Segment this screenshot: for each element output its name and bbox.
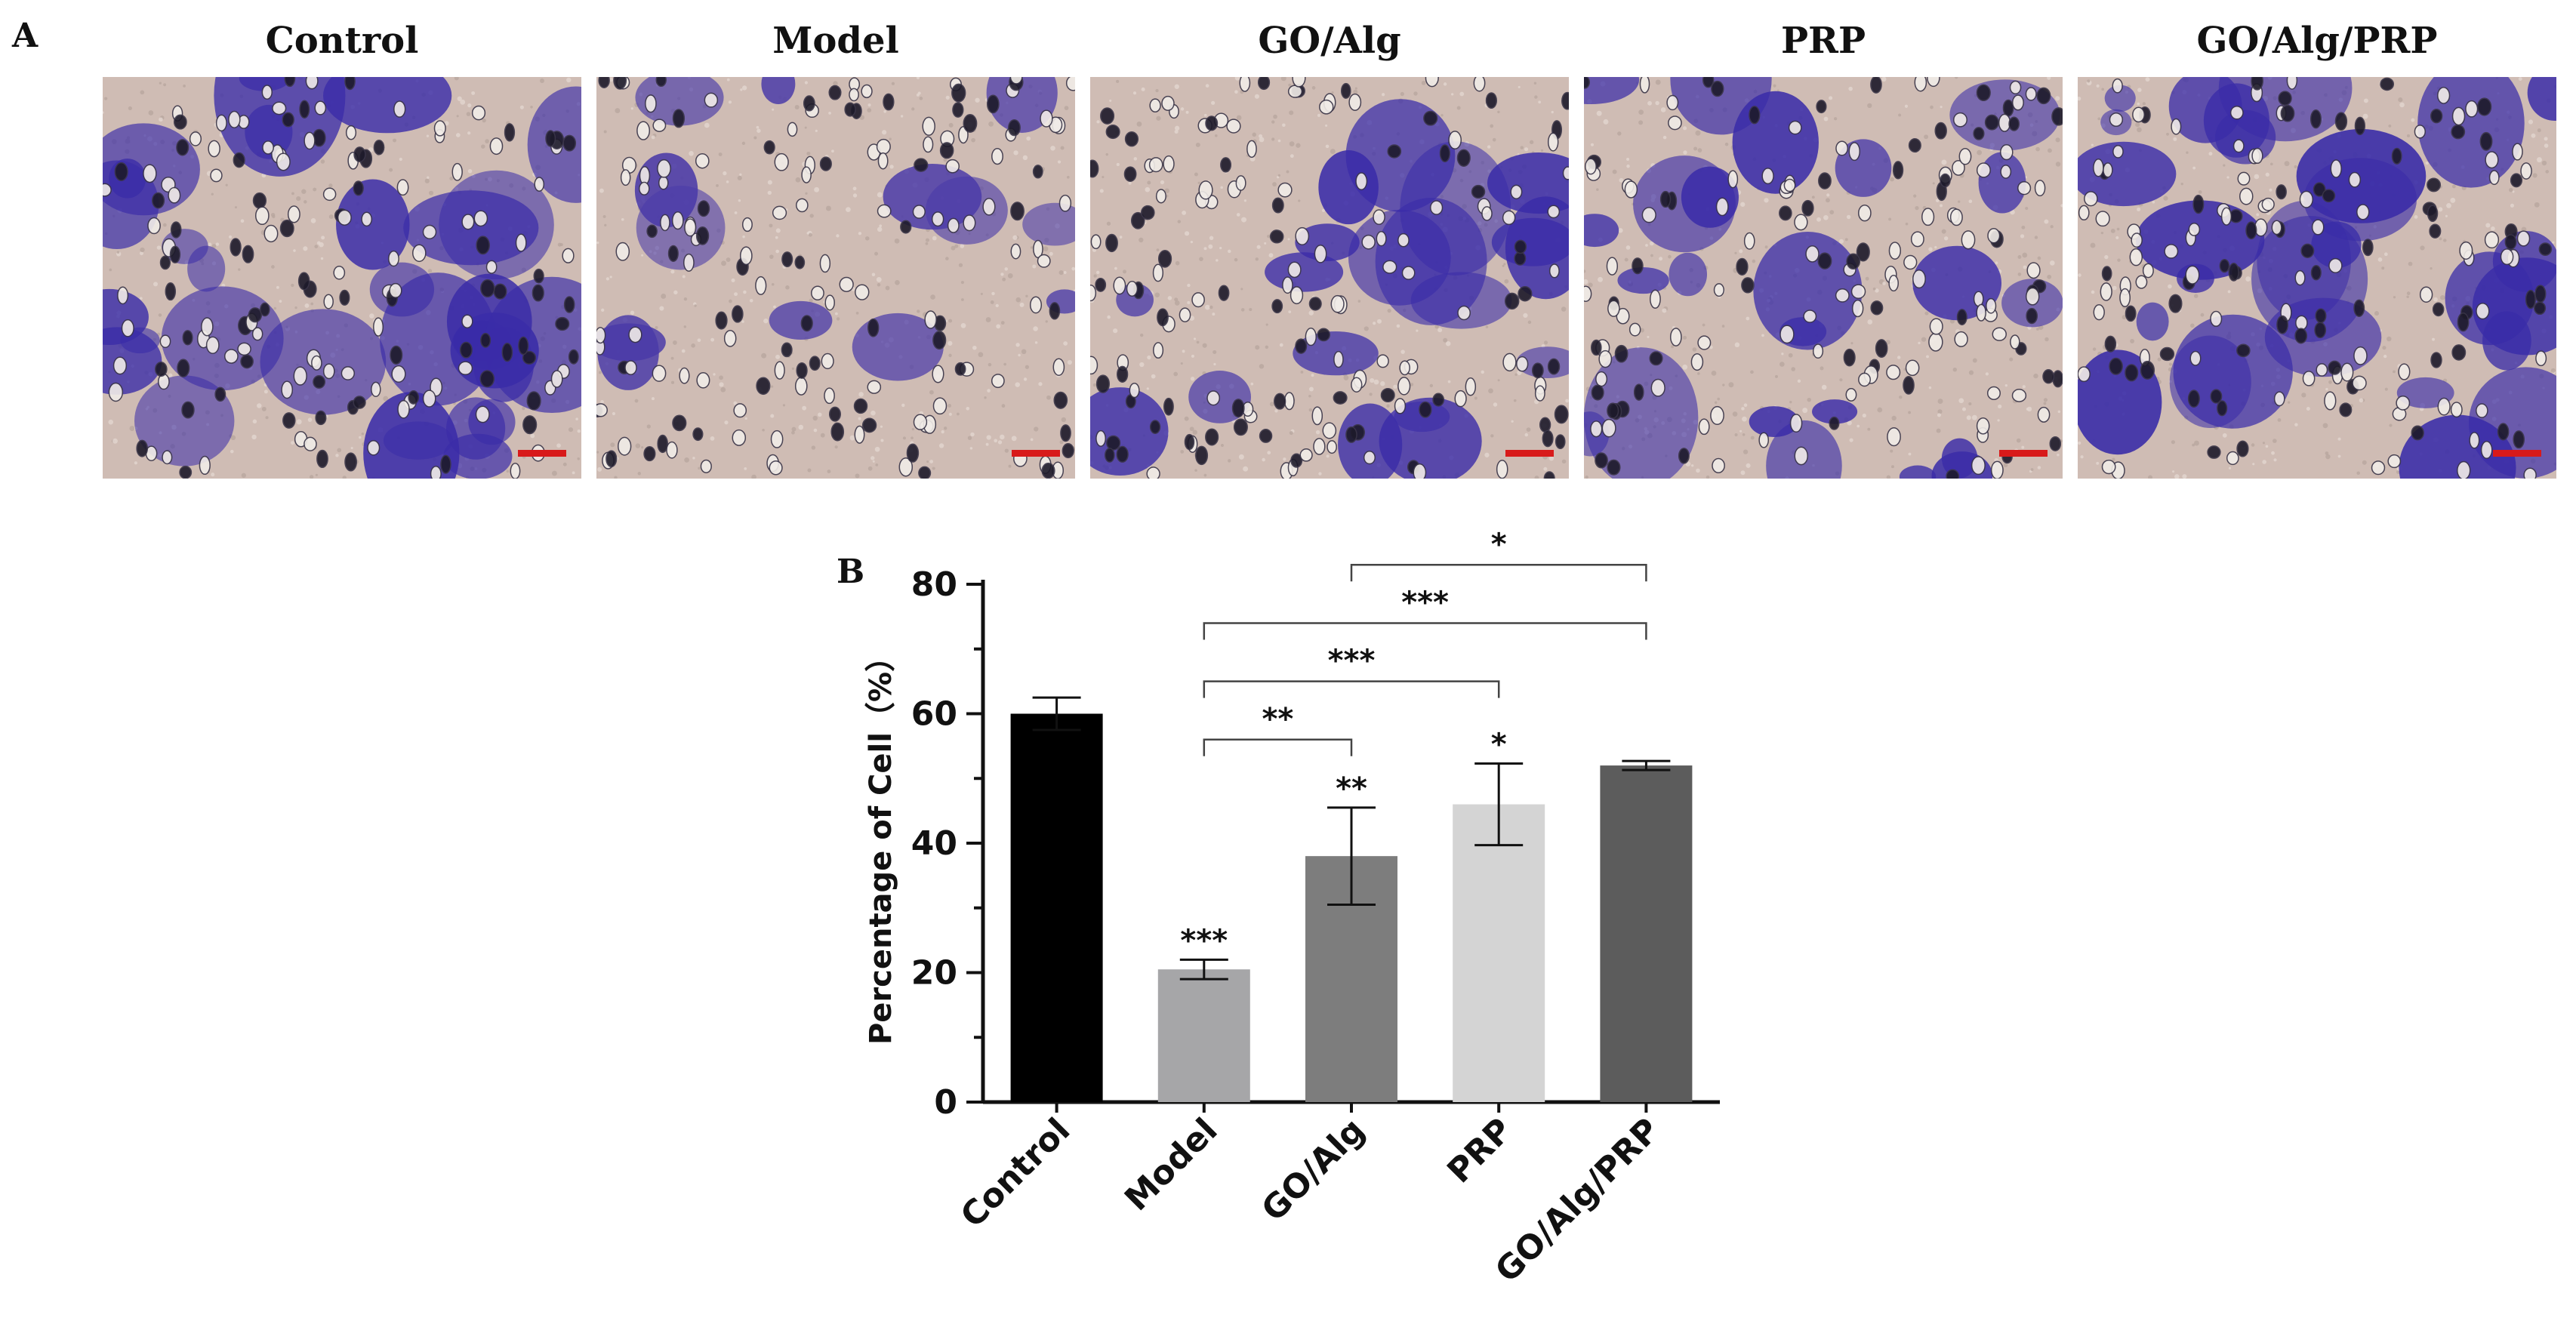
bar-significance-label: *	[1491, 728, 1507, 762]
micrograph-image	[2078, 77, 2556, 479]
bar	[1453, 804, 1545, 1102]
bar-chart: 0 20 40 60 80 Percentage of Cell（%） Control ***…	[830, 513, 1812, 1324]
comparison-bracket	[1203, 738, 1353, 756]
y-tick-label: 0	[934, 1083, 957, 1122]
panel-a-letter: A	[12, 17, 39, 55]
comparison-significance-label: **	[1262, 702, 1293, 737]
micrograph-row: Control Model GO/Alg PRP GO/Alg/PRP	[103, 20, 2556, 482]
x-tick-label: Control	[954, 1111, 1078, 1236]
panel-b-letter: B	[837, 553, 865, 591]
error-bar	[1327, 806, 1376, 906]
comparison-significance-label: ***	[1328, 644, 1376, 679]
y-axis-label: Percentage of Cell（%）	[864, 642, 898, 1045]
bar	[1157, 969, 1250, 1102]
micrograph-title: PRP	[1780, 20, 1866, 62]
bar-significance-label: ***	[1180, 923, 1228, 958]
y-tick-label: 20	[911, 954, 957, 993]
comparison-significance-label: ***	[1401, 585, 1449, 620]
error-bar	[1474, 762, 1524, 847]
micrograph-title: Model	[772, 20, 899, 62]
x-tick-label: PRP	[1440, 1111, 1520, 1191]
error-bar	[1622, 759, 1671, 771]
micrograph-control: Control	[103, 20, 581, 482]
comparison-bracket	[1350, 564, 1647, 582]
micrograph-image	[1584, 77, 2063, 479]
y-tick-label: 60	[911, 695, 957, 734]
error-bar	[1179, 958, 1228, 981]
bar-significance-label: **	[1336, 771, 1367, 806]
micrograph-title: GO/Alg/PRP	[2196, 20, 2438, 62]
x-tick-label: GO/Alg	[1254, 1111, 1372, 1229]
x-tick-label: Model	[1117, 1111, 1225, 1218]
micrograph-go-alg: GO/Alg	[1090, 20, 1569, 482]
bar	[1010, 713, 1103, 1102]
error-bar	[1032, 696, 1081, 731]
micrograph-prp: PRP	[1584, 20, 2063, 482]
comparison-bracket	[1203, 680, 1500, 698]
comparison-bracket	[1203, 622, 1647, 640]
y-tick-label: 80	[911, 565, 957, 604]
micrograph-image	[103, 77, 581, 479]
micrograph-title: Control	[265, 20, 419, 62]
micrograph-go-alg-prp: GO/Alg/PRP	[2078, 20, 2556, 482]
comparison-significance-label: *	[1491, 527, 1507, 562]
micrograph-title: GO/Alg	[1258, 20, 1401, 62]
y-tick-label: 40	[911, 824, 957, 863]
micrograph-model: Model	[596, 20, 1075, 482]
bar	[1600, 765, 1693, 1102]
micrograph-image	[1090, 77, 1569, 479]
micrograph-image	[596, 77, 1075, 479]
